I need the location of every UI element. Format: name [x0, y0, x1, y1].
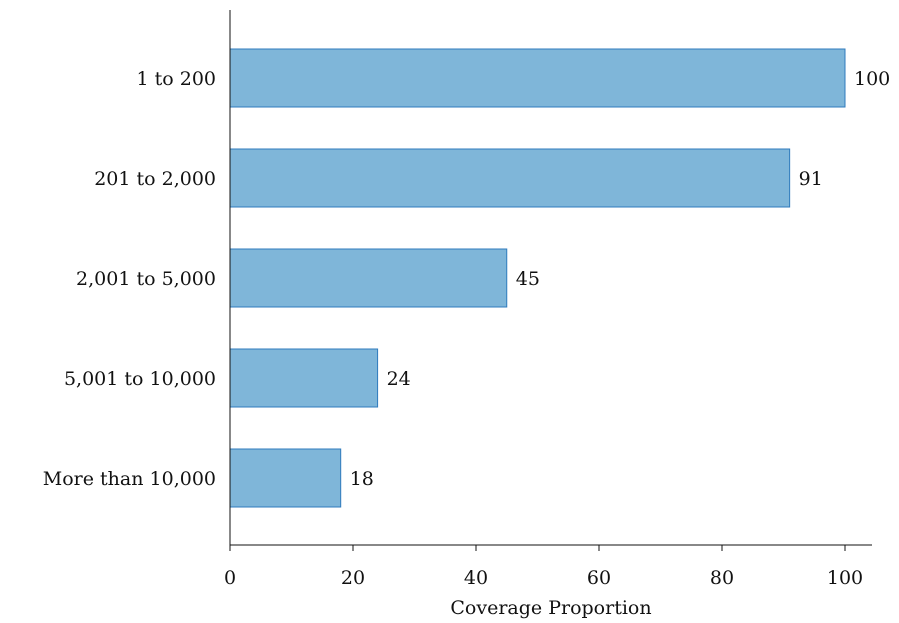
bar-4	[229, 448, 342, 508]
bar-1	[229, 148, 791, 208]
value-label-2: 45	[516, 268, 540, 290]
category-label-3: 5,001 to 10,000	[64, 368, 216, 390]
value-label-3: 24	[387, 368, 411, 390]
x-tick-label-5: 100	[827, 567, 863, 589]
x-axis-title: Coverage Proportion	[450, 597, 651, 619]
value-labels-group: 100 91 45 24 18	[350, 68, 891, 490]
x-ticks-group: 0 20 40 60 80 100	[224, 545, 863, 589]
x-tick-label-2: 40	[464, 567, 488, 589]
category-label-2: 2,001 to 5,000	[76, 268, 216, 290]
category-label-4: More than 10,000	[43, 468, 216, 490]
value-label-1: 91	[799, 168, 823, 190]
x-tick-label-3: 60	[587, 567, 611, 589]
category-labels-group: 1 to 200 201 to 2,000 2,001 to 5,000 5,001 …	[43, 68, 216, 490]
category-label-1: 201 to 2,000	[94, 168, 216, 190]
x-tick-label-0: 0	[224, 567, 236, 589]
bars-group	[229, 48, 846, 508]
value-label-4: 18	[350, 468, 374, 490]
bar-2	[229, 248, 508, 308]
value-label-0: 100	[854, 68, 890, 90]
bar-0	[229, 48, 846, 108]
x-tick-label-1: 20	[341, 567, 365, 589]
x-tick-label-4: 80	[710, 567, 734, 589]
category-label-0: 1 to 200	[136, 68, 216, 90]
bar-3	[229, 348, 379, 408]
